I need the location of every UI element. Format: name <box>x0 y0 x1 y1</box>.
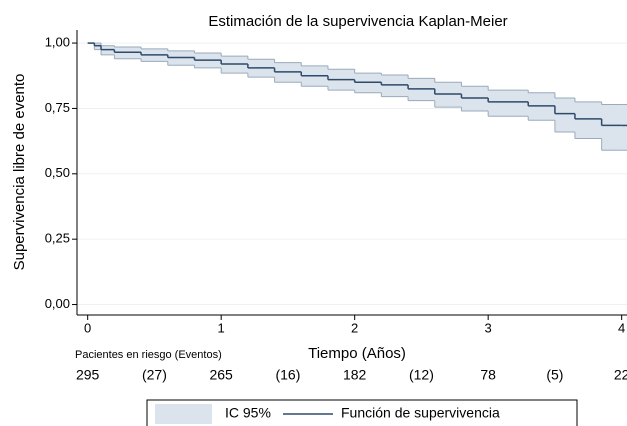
x-tick-label: 0 <box>84 320 91 335</box>
y-tick-label: 1,00 <box>45 35 70 50</box>
at-risk-count: 265 <box>209 367 233 383</box>
x-axis-label: Tiempo (Años) <box>308 345 406 362</box>
event-count: (16) <box>275 367 300 383</box>
x-tick-label: 1 <box>218 320 225 335</box>
legend-box <box>146 399 578 426</box>
risk-table-label: Pacientes en riesgo (Eventos) <box>75 349 222 361</box>
ci-band <box>601 104 623 151</box>
event-count: (27) <box>142 367 167 383</box>
event-count: (5) <box>546 367 563 383</box>
at-risk-count: 182 <box>343 367 367 383</box>
x-tick-label: 4 <box>618 320 625 335</box>
ci-band <box>554 97 576 132</box>
at-risk-count: 295 <box>76 367 100 383</box>
event-count: (12) <box>409 367 434 383</box>
y-tick-label: 0,75 <box>45 100 70 115</box>
y-tick-label: 0,50 <box>45 165 70 180</box>
ci-band <box>574 101 603 139</box>
ci-band <box>621 104 627 151</box>
legend-swatch <box>155 404 212 424</box>
at-risk-count: 78 <box>480 367 496 383</box>
x-tick-label: 3 <box>485 320 492 335</box>
legend-label: Función de supervivencia <box>341 405 500 421</box>
x-tick-label: 2 <box>351 320 358 335</box>
ci-band <box>381 74 409 97</box>
y-tick-label: 0,00 <box>45 296 70 311</box>
y-tick-label: 0,25 <box>45 231 70 246</box>
legend-label: IC 95% <box>225 405 271 421</box>
at-risk-count: 22 <box>614 367 627 383</box>
chart-title: Estimación de la supervivencia Kaplan-Me… <box>208 13 507 30</box>
ci-band <box>488 90 529 117</box>
y-axis-label: Supervivencia libre de evento <box>11 74 28 271</box>
